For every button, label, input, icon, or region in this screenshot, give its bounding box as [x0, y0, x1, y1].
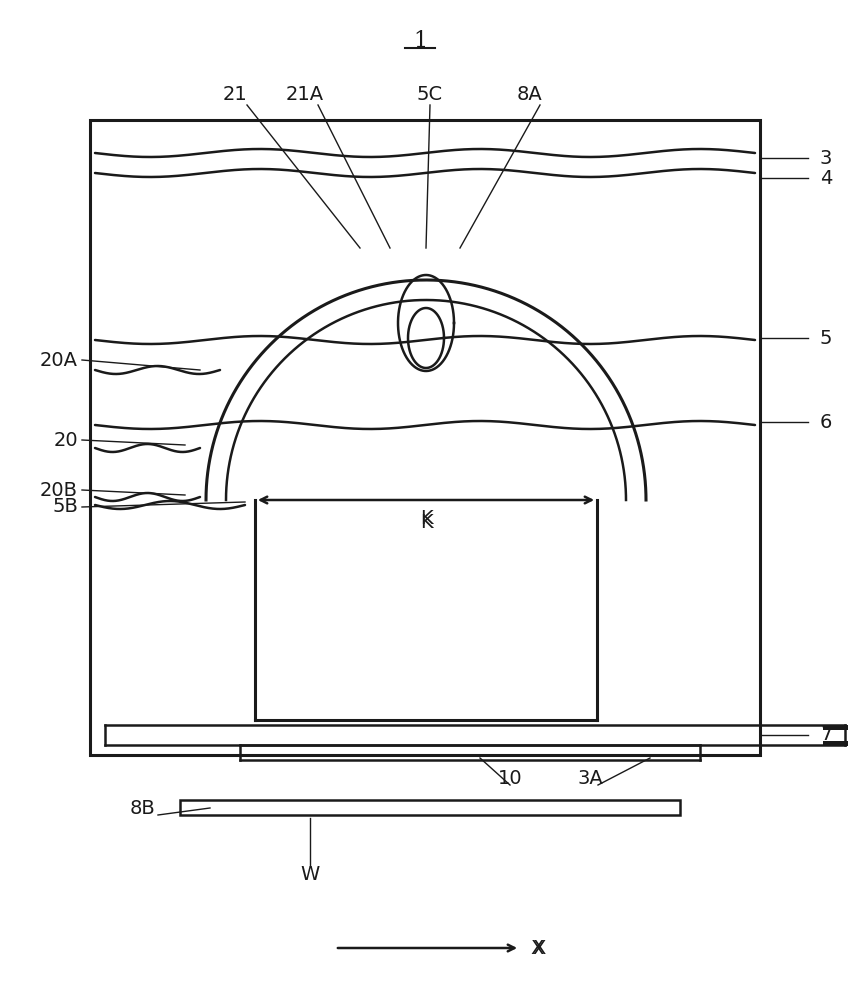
Text: 21: 21: [222, 86, 247, 104]
Text: 5B: 5B: [52, 497, 78, 516]
Text: 20: 20: [54, 430, 78, 450]
Text: 3A: 3A: [577, 768, 602, 788]
Text: 3: 3: [819, 148, 832, 167]
Text: 5C: 5C: [417, 86, 442, 104]
Text: 5: 5: [819, 328, 832, 348]
Text: 4: 4: [819, 168, 832, 188]
Text: X: X: [532, 938, 544, 958]
Bar: [90, 120, 759, 755]
Text: 7: 7: [819, 726, 832, 744]
Text: 1: 1: [412, 30, 427, 52]
Text: 6: 6: [819, 412, 832, 432]
Text: 20B: 20B: [40, 481, 78, 499]
Text: K: K: [419, 512, 432, 532]
Bar: [180, 800, 679, 815]
Text: W: W: [300, 865, 320, 884]
Text: K: K: [419, 508, 432, 528]
Text: 8B: 8B: [130, 798, 155, 818]
Text: 10: 10: [497, 768, 521, 788]
Text: X: X: [529, 938, 543, 958]
Text: 21A: 21A: [285, 86, 324, 104]
Text: 8A: 8A: [516, 86, 542, 104]
Text: 20A: 20A: [40, 351, 78, 369]
